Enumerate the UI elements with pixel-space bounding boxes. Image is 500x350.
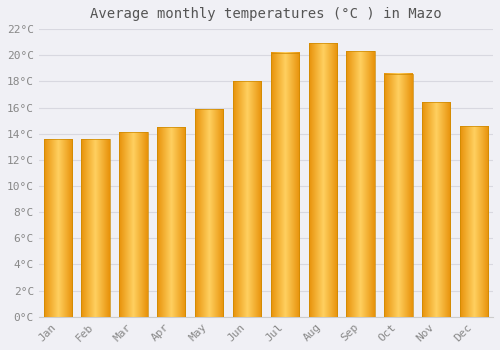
Bar: [384, 74, 412, 317]
Bar: [157, 127, 186, 317]
Bar: [233, 81, 261, 317]
Title: Average monthly temperatures (°C ) in Mazo: Average monthly temperatures (°C ) in Ma…: [90, 7, 442, 21]
Bar: [346, 51, 375, 317]
Bar: [422, 102, 450, 317]
Bar: [460, 126, 488, 317]
Bar: [44, 139, 72, 317]
Bar: [270, 52, 299, 317]
Bar: [119, 132, 148, 317]
Bar: [308, 43, 337, 317]
Bar: [195, 109, 224, 317]
Bar: [82, 139, 110, 317]
